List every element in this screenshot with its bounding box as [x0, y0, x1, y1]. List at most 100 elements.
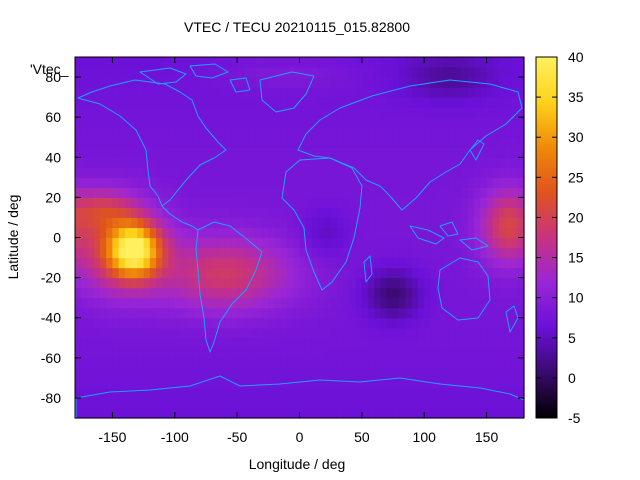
heatmap-cell — [243, 337, 251, 349]
heatmap-cell — [174, 207, 182, 219]
heatmap-cell — [336, 197, 344, 209]
heatmap-cell — [274, 377, 282, 389]
heatmap-cell — [237, 177, 244, 188]
heatmap-cell — [87, 227, 95, 239]
heatmap-cell — [411, 347, 419, 359]
heatmap-cell — [193, 87, 201, 98]
heatmap-cell — [218, 227, 226, 239]
heatmap-cell — [455, 247, 463, 259]
heatmap-cell — [492, 347, 500, 359]
heatmap-cell — [430, 337, 438, 349]
heatmap-cell — [474, 267, 481, 279]
heatmap-cell — [442, 207, 450, 219]
heatmap-cell — [424, 247, 432, 259]
heatmap-cell — [75, 407, 82, 419]
heatmap-cell — [168, 107, 176, 118]
heatmap-cell — [417, 247, 425, 259]
heatmap-cell — [386, 177, 394, 188]
heatmap-cell — [361, 287, 369, 299]
heatmap-cell — [430, 347, 438, 359]
heatmap-cell — [205, 87, 213, 98]
heatmap-cell — [411, 277, 419, 289]
heatmap-cell — [131, 147, 138, 158]
heatmap-cell — [287, 147, 294, 158]
heatmap-cell — [112, 267, 120, 279]
heatmap-cell — [230, 77, 238, 88]
heatmap-cell — [380, 377, 388, 389]
heatmap-cell — [156, 57, 163, 68]
heatmap-cell — [505, 187, 513, 198]
heatmap-cell — [287, 207, 294, 219]
heatmap-cell — [287, 267, 294, 279]
heatmap-cell — [137, 167, 145, 178]
heatmap-cell — [442, 257, 450, 269]
heatmap-cell — [262, 317, 269, 329]
heatmap-cell — [93, 207, 101, 219]
heatmap-cell — [368, 257, 375, 269]
heatmap-cell — [299, 377, 307, 389]
heatmap-cell — [243, 177, 251, 188]
heatmap-cell — [118, 257, 126, 269]
heatmap-cell — [131, 317, 138, 329]
heatmap-cell — [505, 97, 513, 108]
heatmap-cell — [492, 387, 500, 399]
heatmap-cell — [75, 357, 82, 369]
heatmap-cell — [243, 117, 251, 128]
heatmap-cell — [399, 367, 407, 379]
coast-australia — [437, 257, 491, 321]
heatmap-cell — [81, 87, 89, 98]
heatmap-cell — [436, 247, 444, 259]
heatmap-cell — [168, 387, 176, 399]
heatmap-cell — [212, 387, 220, 399]
heatmap-cell — [424, 127, 432, 138]
heatmap-cell — [230, 227, 238, 239]
heatmap-cell — [149, 167, 157, 178]
heatmap-cell — [93, 187, 101, 198]
heatmap-cell — [131, 387, 138, 399]
heatmap-cell — [474, 227, 481, 239]
heatmap-cell — [218, 117, 226, 128]
heatmap-cell — [393, 307, 400, 319]
heatmap-cell — [137, 407, 145, 419]
heatmap-cell — [255, 287, 263, 299]
heatmap-cell — [118, 197, 126, 209]
heatmap-cell — [492, 377, 500, 389]
heatmap-cell — [106, 127, 114, 138]
heatmap-cell — [424, 177, 432, 188]
heatmap-cell — [442, 147, 450, 158]
heatmap-cell — [405, 297, 413, 309]
heatmap-cell — [324, 347, 332, 359]
heatmap-cell — [393, 287, 400, 299]
heatmap-cell — [430, 407, 438, 419]
x-tick-label: -50 — [227, 429, 247, 445]
heatmap-cell — [305, 407, 313, 419]
heatmap-cell — [499, 127, 506, 138]
heatmap-cell — [480, 407, 488, 419]
heatmap-cell — [87, 107, 95, 118]
heatmap-cell — [474, 127, 481, 138]
heatmap-cell — [492, 287, 500, 299]
heatmap-cell — [230, 347, 238, 359]
chart-title: VTEC / TECU 20210115_015.82800 — [184, 19, 410, 35]
heatmap-cell — [330, 197, 338, 209]
heatmap-cell — [374, 357, 382, 369]
heatmap-cell — [93, 197, 101, 209]
heatmap-cell — [380, 97, 388, 108]
heatmap-cell — [230, 107, 238, 118]
heatmap-cell — [442, 157, 450, 168]
heatmap-cell — [274, 337, 282, 349]
heatmap-cell — [461, 377, 469, 389]
heatmap-cell — [480, 227, 488, 239]
heatmap-cell — [361, 257, 369, 269]
heatmap-cell — [461, 147, 469, 158]
heatmap-cell — [474, 357, 481, 369]
heatmap-cell — [124, 167, 132, 178]
heatmap-cell — [112, 207, 120, 219]
heatmap-cell — [386, 97, 394, 108]
heatmap-cell — [162, 207, 170, 219]
heatmap-cell — [399, 267, 407, 279]
heatmap-cell — [174, 77, 182, 88]
heatmap-cell — [480, 217, 488, 229]
heatmap-cell — [168, 327, 176, 339]
colorbar — [535, 56, 558, 419]
